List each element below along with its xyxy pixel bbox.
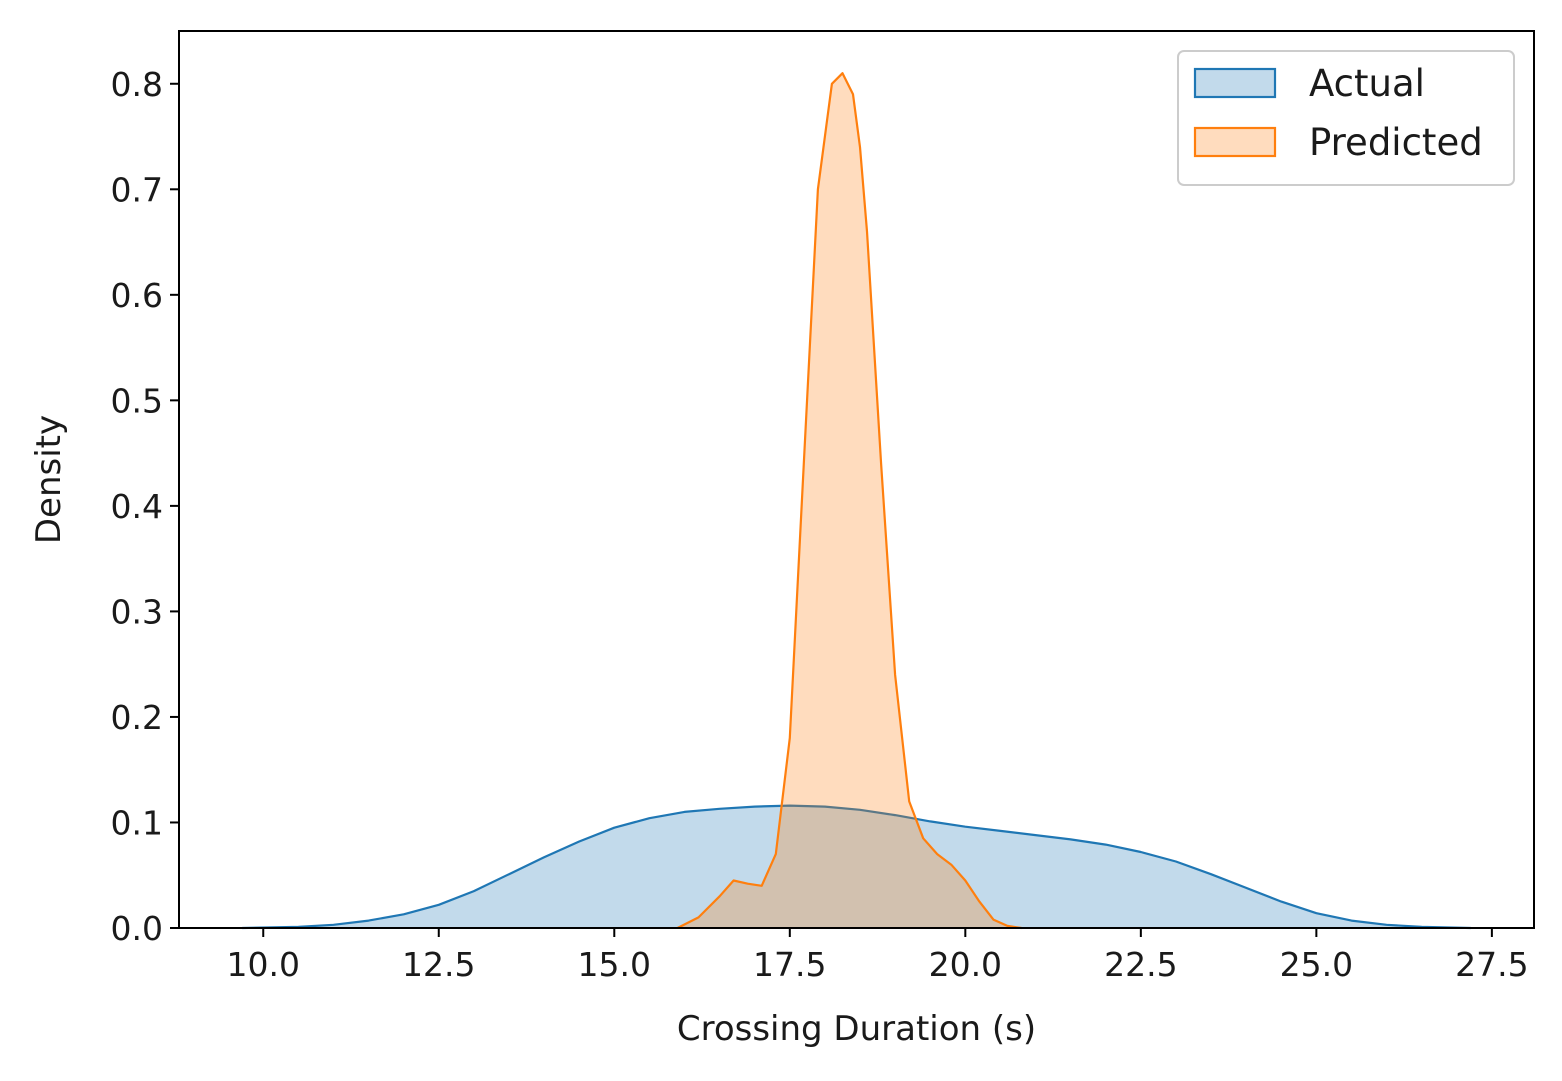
density-line-predicted bbox=[677, 72, 1022, 930]
y-tick-label: 0.5 bbox=[111, 381, 163, 420]
x-tick-label: 10.0 bbox=[227, 945, 300, 984]
legend-swatch-actual bbox=[1193, 67, 1277, 99]
y-tick-label: 0.4 bbox=[111, 487, 163, 526]
area-fill-predicted bbox=[677, 73, 1022, 928]
y-axis-label: Density bbox=[29, 415, 69, 544]
y-axis-ticks: 0.0 0.1 0.2 0.3 0.4 0.5 0.6 0.7 0.8 bbox=[111, 65, 179, 948]
y-tick-label: 0.1 bbox=[111, 803, 163, 842]
x-axis-label: Crossing Duration (s) bbox=[677, 1009, 1036, 1049]
y-tick-label: 0.7 bbox=[111, 170, 163, 209]
legend: Actual Predicted bbox=[1177, 50, 1515, 186]
y-tick-label: 0.3 bbox=[111, 592, 163, 631]
x-tick-label: 27.5 bbox=[1455, 945, 1528, 984]
x-tick-label: 12.5 bbox=[402, 945, 475, 984]
x-tick-label: 17.5 bbox=[753, 945, 826, 984]
x-axis-ticks: 10.0 12.5 15.0 17.5 20.0 22.5 25.0 27.5 bbox=[227, 928, 1529, 984]
y-tick-label: 0.2 bbox=[111, 698, 163, 737]
y-tick-label: 0.6 bbox=[111, 276, 163, 315]
density-line-actual bbox=[242, 804, 1471, 930]
x-tick-label: 20.0 bbox=[929, 945, 1002, 984]
x-tick-label: 25.0 bbox=[1280, 945, 1353, 984]
legend-label-actual: Actual bbox=[1309, 62, 1425, 105]
density-areas bbox=[242, 72, 1471, 930]
legend-box bbox=[1177, 50, 1515, 186]
area-fill-actual bbox=[242, 805, 1471, 928]
x-tick-label: 15.0 bbox=[578, 945, 651, 984]
x-tick-label: 22.5 bbox=[1104, 945, 1177, 984]
y-tick-label: 0.0 bbox=[111, 909, 163, 948]
plot-frame bbox=[178, 30, 1535, 929]
legend-label-predicted: Predicted bbox=[1309, 121, 1483, 164]
legend-swatch-predicted bbox=[1193, 126, 1277, 158]
y-tick-label: 0.8 bbox=[111, 65, 163, 104]
